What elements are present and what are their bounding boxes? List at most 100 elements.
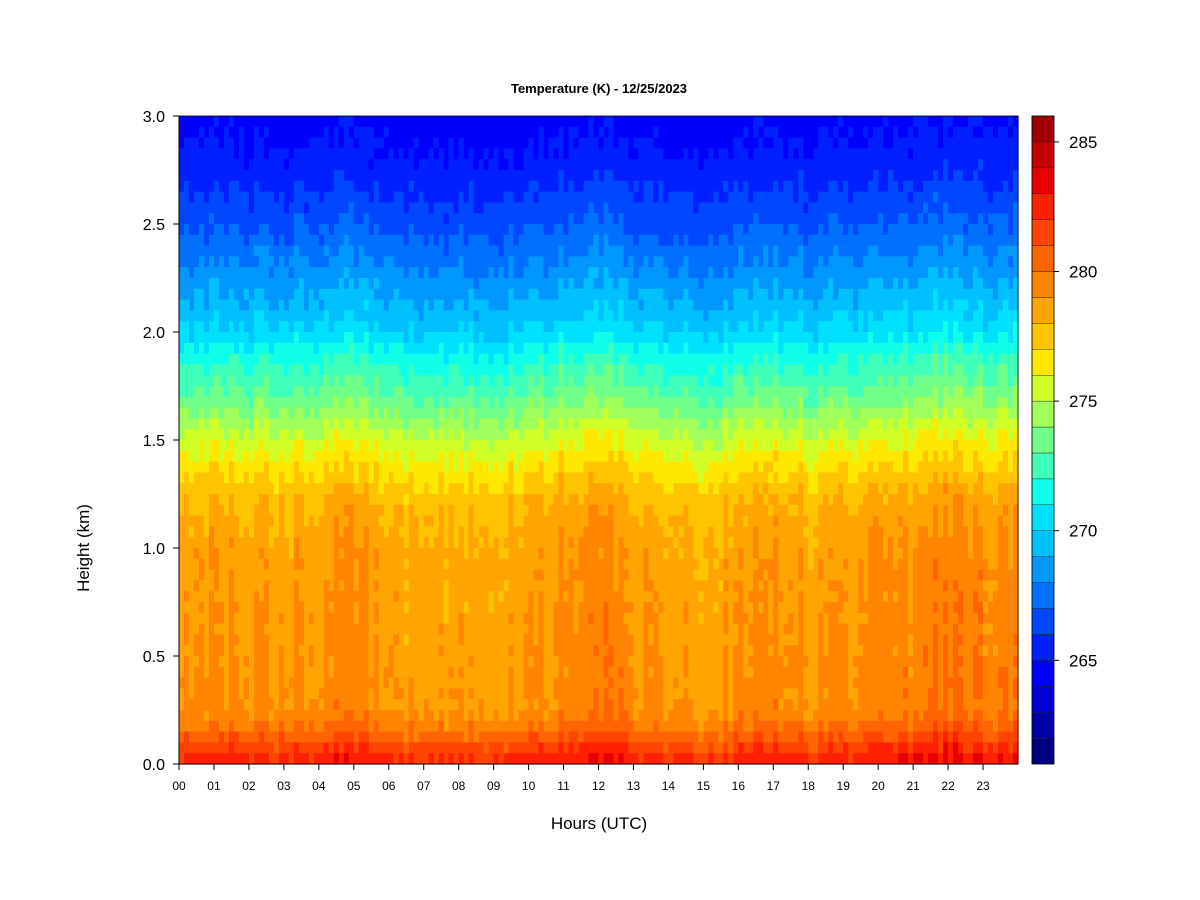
heatmap-cell (508, 666, 515, 679)
heatmap-cell (248, 710, 255, 722)
heatmap-cell (503, 234, 510, 247)
heatmap-cell (303, 159, 310, 171)
heatmap-cell (243, 407, 250, 419)
heatmap-cell (378, 429, 385, 441)
heatmap-cell (213, 612, 220, 625)
heatmap-cell (273, 429, 280, 441)
heatmap-cell (293, 623, 300, 635)
heatmap-cell (578, 580, 585, 592)
heatmap-cell (253, 591, 260, 603)
heatmap-cell (378, 688, 385, 700)
heatmap-cell (543, 742, 550, 754)
heatmap-cell (388, 591, 395, 603)
heatmap-cell (238, 202, 245, 214)
heatmap-cell (248, 634, 255, 646)
heatmap-cell (298, 440, 305, 452)
heatmap-cell (448, 245, 455, 257)
heatmap-cell (583, 418, 590, 430)
heatmap-cell (313, 159, 320, 171)
heatmap-cell (333, 710, 340, 722)
heatmap-cell (398, 472, 405, 484)
heatmap-cell (353, 278, 360, 290)
heatmap-cell (218, 191, 225, 203)
heatmap-cell (393, 677, 400, 689)
heatmap-cell (328, 116, 335, 128)
heatmap-cell (368, 180, 375, 193)
heatmap-cell (503, 688, 510, 700)
heatmap-cell (418, 623, 425, 635)
heatmap-cell (343, 342, 350, 355)
heatmap-cell (228, 537, 235, 549)
heatmap-cell (268, 688, 275, 700)
heatmap-cell (463, 710, 470, 722)
heatmap-cell (493, 483, 500, 495)
heatmap-cell (278, 353, 285, 365)
heatmap-cell (358, 666, 365, 679)
heatmap-cell (308, 699, 315, 711)
heatmap-cell (413, 191, 420, 203)
heatmap-cell (518, 429, 525, 441)
heatmap-cell (278, 450, 285, 463)
heatmap-cell (573, 407, 580, 419)
heatmap-cell (503, 245, 510, 257)
heatmap-cell (348, 234, 355, 247)
heatmap-cell (413, 332, 420, 344)
heatmap-cell (493, 213, 500, 225)
heatmap-cell (568, 137, 575, 149)
heatmap-cell (473, 342, 480, 355)
heatmap-cell (413, 278, 420, 290)
heatmap-cell (423, 386, 430, 398)
heatmap-cell (488, 288, 495, 301)
heatmap-cell (458, 558, 465, 571)
heatmap-cell (528, 137, 535, 149)
heatmap-cell (538, 591, 545, 603)
heatmap-cell (553, 558, 560, 571)
heatmap-cell (538, 159, 545, 171)
heatmap-cell (193, 245, 200, 257)
heatmap-cell (198, 710, 205, 722)
heatmap-cell (568, 602, 575, 614)
heatmap-cell (368, 461, 375, 473)
heatmap-cell (368, 170, 375, 182)
heatmap-cell (273, 742, 280, 754)
heatmap-cell (433, 515, 440, 527)
heatmap-cell (423, 461, 430, 473)
heatmap-cell (198, 461, 205, 473)
heatmap-cell (438, 148, 445, 160)
heatmap-cell (353, 731, 360, 743)
heatmap-cell (293, 558, 300, 571)
heatmap-cell (323, 148, 330, 160)
heatmap-cell (488, 634, 495, 646)
heatmap-cell (418, 526, 425, 538)
heatmap-cell (233, 364, 240, 376)
heatmap-cell (303, 472, 310, 484)
heatmap-cell (453, 526, 460, 538)
heatmap-cell (333, 720, 340, 733)
heatmap-cell (248, 159, 255, 171)
heatmap-cell (313, 148, 320, 160)
heatmap-cell (218, 159, 225, 171)
heatmap-cell (408, 461, 415, 473)
heatmap-cell (208, 602, 215, 614)
heatmap-cell (238, 645, 245, 657)
heatmap-cell (458, 267, 465, 279)
heatmap-cell (533, 332, 540, 344)
heatmap-cell (243, 440, 250, 452)
heatmap-cell (403, 612, 410, 625)
heatmap-cell (458, 137, 465, 149)
heatmap-cell (333, 332, 340, 344)
heatmap-cell (278, 386, 285, 398)
heatmap-cell (288, 429, 295, 441)
heatmap-cell (248, 299, 255, 311)
heatmap-cell (268, 321, 275, 333)
heatmap-cell (198, 418, 205, 430)
heatmap-cell (243, 731, 250, 743)
heatmap-cell (458, 461, 465, 473)
heatmap-cell (398, 688, 405, 700)
heatmap-cell (213, 321, 220, 333)
heatmap-cell (363, 494, 370, 506)
heatmap-cell (523, 504, 530, 517)
heatmap-cell (408, 623, 415, 635)
heatmap-cell (493, 202, 500, 214)
heatmap-cell (523, 332, 530, 344)
